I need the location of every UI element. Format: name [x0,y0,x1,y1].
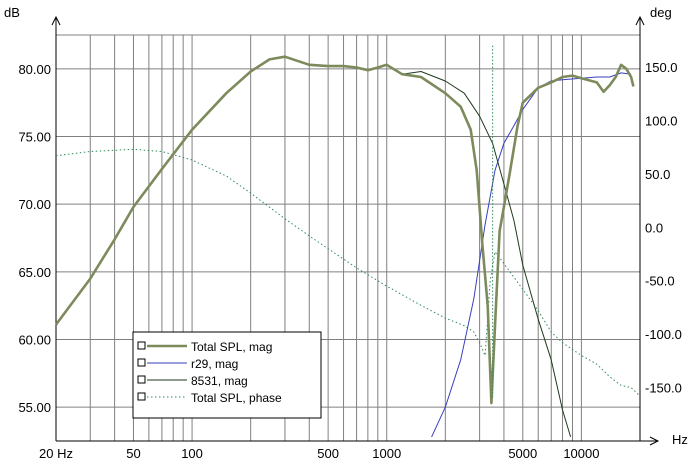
y-right-tick-label: 100.0 [645,113,678,128]
y-right-tick-label: -50.0 [645,274,675,289]
y-left-tick-label: 60.00 [18,333,51,348]
series-line-1 [54,55,635,405]
grid [55,34,641,441]
y-left-axis-arrow [51,15,61,26]
series-line-4 [55,148,641,397]
x-tick-label: 1000 [372,446,401,461]
y-right-tick-label: 150.0 [645,60,678,75]
legend-label: Total SPL, phase [191,391,282,405]
y-left-tick-label: 70.00 [18,197,51,212]
legend-checkbox [137,341,146,350]
y-right-unit: deg [650,5,672,20]
y-right-tick-label: 50.0 [645,167,670,182]
legend: Total SPL, mag r29, mag 8531, mag Total SPL… [132,331,322,419]
y-left-tick-label: 75.00 [18,130,51,145]
legend-checkbox [137,375,146,384]
x-tick-label: 5000 [508,446,537,461]
y-left-tick-label: 80.00 [18,62,51,77]
y-right-tick-label: -100.0 [645,327,682,342]
y-right-axis-arrow [635,15,645,26]
y-left-tick-label: 65.00 [18,265,51,280]
x-tick-label: 500 [317,446,339,461]
tick-labels: 20 Hz 50 100 500 1000 5000 10000 80.00 75.00 70.0… [18,60,681,461]
legend-checkbox [137,392,146,401]
series-layer [54,45,641,438]
axes [51,15,660,446]
legend-label: r29, mag [191,357,238,371]
x-tick-label: 10000 [563,446,599,461]
x-axis-arrow [649,436,660,446]
x-tick-label: 100 [181,446,203,461]
series-line-2 [431,72,632,438]
y-left-tick-label: 55.00 [18,400,51,415]
legend-checkbox [137,358,146,367]
y-right-tick-label: -150.0 [645,381,682,396]
x-tick-label: 20 Hz [39,446,73,461]
x-unit: Hz [672,432,688,447]
x-tick-label: 50 [126,446,140,461]
unit-labels: dB deg Hz [4,5,688,447]
legend-label: Total SPL, mag [191,340,272,354]
series-line-3 [386,64,572,438]
y-right-tick-label: 0.0 [645,220,663,235]
legend-label: 8531, mag [191,374,248,388]
y-left-unit: dB [4,5,20,20]
